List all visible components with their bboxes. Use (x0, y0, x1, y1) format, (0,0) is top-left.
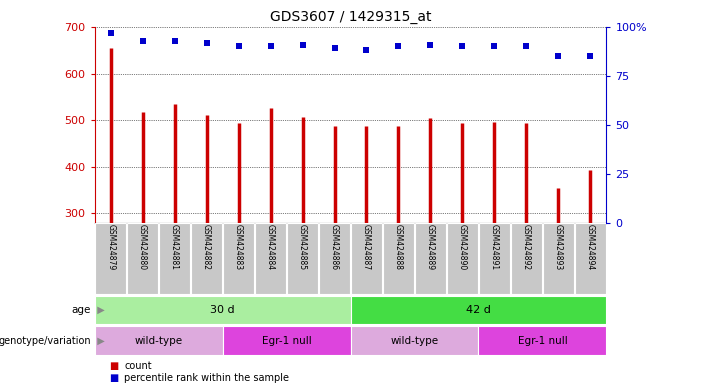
Text: GSM424893: GSM424893 (554, 224, 563, 270)
Text: GSM424890: GSM424890 (458, 224, 467, 270)
Text: GDS3607 / 1429315_at: GDS3607 / 1429315_at (270, 10, 431, 23)
FancyBboxPatch shape (159, 223, 190, 294)
Text: percentile rank within the sample: percentile rank within the sample (124, 373, 289, 383)
Point (585, 53, 596, 59)
Bar (350, 326, 478, 355)
Text: wild-type: wild-type (135, 336, 183, 346)
Text: GSM424883: GSM424883 (234, 224, 243, 270)
Bar (478, 326, 606, 355)
Point (201, 40, 212, 46)
Text: GSM424880: GSM424880 (138, 224, 147, 270)
Text: genotype/variation: genotype/variation (0, 336, 91, 346)
Text: 30 d: 30 d (210, 305, 235, 315)
Point (105, 30, 116, 36)
Text: ■: ■ (109, 373, 118, 383)
Point (425, 41, 436, 48)
Text: 42 d: 42 d (466, 305, 491, 315)
Text: ▶: ▶ (91, 305, 105, 315)
Text: ▶: ▶ (91, 336, 105, 346)
FancyBboxPatch shape (543, 223, 573, 294)
FancyBboxPatch shape (255, 223, 286, 294)
Point (233, 43, 244, 50)
Text: GSM424882: GSM424882 (202, 224, 211, 270)
Text: age: age (72, 305, 91, 315)
FancyBboxPatch shape (95, 223, 126, 294)
Point (521, 43, 532, 50)
Text: GSM424884: GSM424884 (266, 224, 275, 270)
Point (457, 43, 468, 50)
FancyBboxPatch shape (191, 223, 222, 294)
FancyBboxPatch shape (575, 223, 606, 294)
FancyBboxPatch shape (351, 223, 382, 294)
Text: GSM424889: GSM424889 (426, 224, 435, 270)
FancyBboxPatch shape (223, 223, 254, 294)
Text: GSM424886: GSM424886 (330, 224, 339, 270)
Bar (350, 296, 606, 324)
Text: GSM424879: GSM424879 (106, 224, 115, 270)
Text: GSM424894: GSM424894 (586, 224, 595, 270)
FancyBboxPatch shape (319, 223, 350, 294)
Point (489, 43, 500, 50)
FancyBboxPatch shape (511, 223, 542, 294)
FancyBboxPatch shape (447, 223, 478, 294)
Text: ■: ■ (109, 361, 118, 371)
Text: GSM424892: GSM424892 (522, 224, 531, 270)
Point (329, 45, 340, 51)
Point (297, 41, 308, 48)
Point (137, 38, 148, 44)
Point (393, 43, 404, 50)
FancyBboxPatch shape (287, 223, 318, 294)
FancyBboxPatch shape (128, 223, 158, 294)
Bar (223, 326, 350, 355)
Point (553, 53, 564, 59)
Text: wild-type: wild-type (390, 336, 439, 346)
Bar (95, 326, 223, 355)
FancyBboxPatch shape (415, 223, 446, 294)
Point (169, 38, 180, 44)
Text: Egr-1 null: Egr-1 null (261, 336, 311, 346)
Text: GSM424887: GSM424887 (362, 224, 371, 270)
Bar (95, 296, 350, 324)
Text: Egr-1 null: Egr-1 null (517, 336, 567, 346)
Text: GSM424888: GSM424888 (394, 224, 403, 270)
Text: count: count (124, 361, 151, 371)
Point (361, 47, 372, 53)
FancyBboxPatch shape (479, 223, 510, 294)
Text: GSM424881: GSM424881 (170, 224, 179, 270)
Point (265, 43, 276, 50)
FancyBboxPatch shape (383, 223, 414, 294)
Text: GSM424885: GSM424885 (298, 224, 307, 270)
Text: GSM424891: GSM424891 (490, 224, 499, 270)
